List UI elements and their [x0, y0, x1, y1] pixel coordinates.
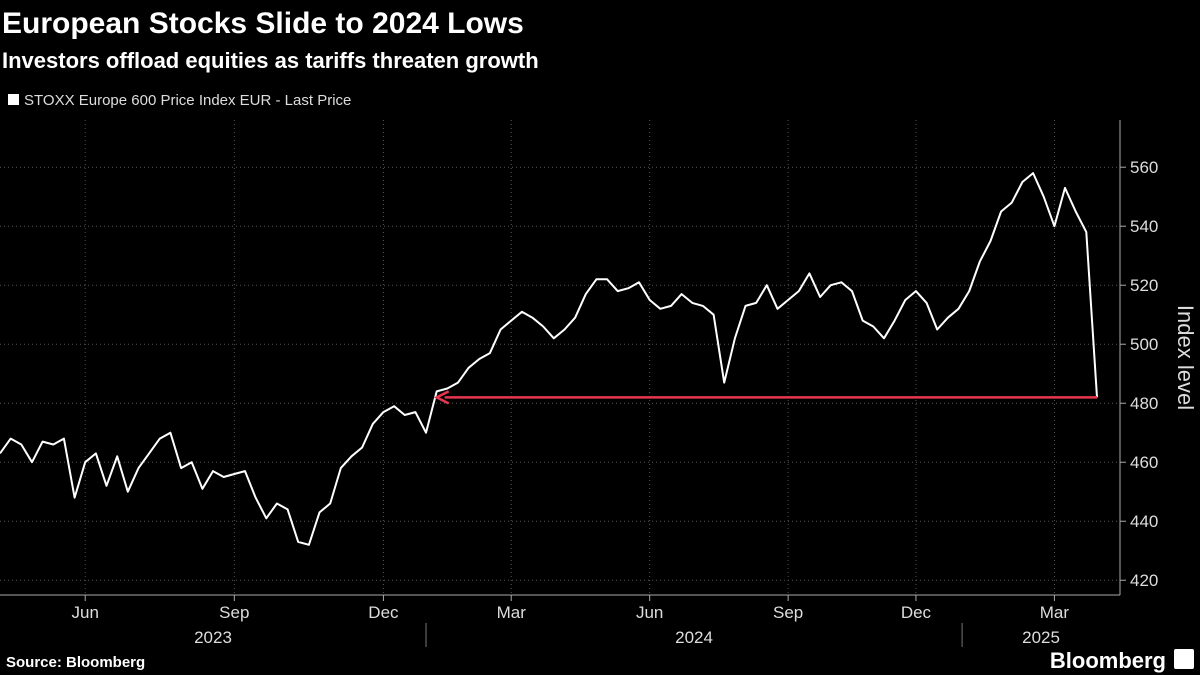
legend-swatch [8, 94, 19, 105]
chart-title: European Stocks Slide to 2024 Lows [2, 7, 524, 40]
brand: Bloomberg [1050, 648, 1166, 673]
y-tick-label: 460 [1130, 453, 1158, 472]
line-series [0, 172, 1098, 546]
x-tick-label: Sep [773, 603, 803, 622]
x-tick-label: Mar [497, 603, 527, 622]
brand-icon [1174, 649, 1194, 669]
year-label: 2023 [194, 628, 232, 647]
x-tick-label: Mar [1040, 603, 1070, 622]
x-tick-label: Jun [636, 603, 663, 622]
source: Source: Bloomberg [6, 654, 145, 671]
y-tick-label: 500 [1130, 335, 1158, 354]
year-label: 2024 [675, 628, 713, 647]
y-tick-label: 440 [1130, 512, 1158, 531]
annotation-arrowhead [433, 390, 450, 405]
x-tick-label: Sep [219, 603, 249, 622]
y-tick-label: 540 [1130, 217, 1158, 236]
year-label: 2025 [1022, 628, 1060, 647]
x-tick-label: Jun [71, 603, 98, 622]
y-tick-label: 420 [1130, 571, 1158, 590]
y-tick-label: 520 [1130, 276, 1158, 295]
y-tick-label: 560 [1130, 158, 1158, 177]
x-tick-label: Dec [901, 603, 932, 622]
legend-label: STOXX Europe 600 Price Index EUR - Last … [24, 92, 351, 109]
y-axis-label: Index level [1173, 305, 1198, 410]
x-tick-label: Dec [368, 603, 399, 622]
y-tick-label: 480 [1130, 394, 1158, 413]
chart-subtitle: Investors offload equities as tariffs th… [2, 48, 539, 73]
